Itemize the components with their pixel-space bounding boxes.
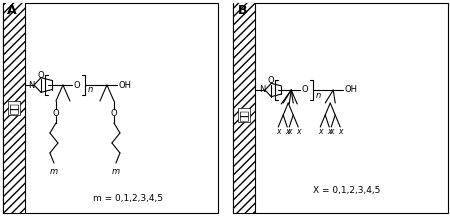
Bar [233, 3, 255, 213]
Text: x: x [329, 128, 333, 136]
Text: O: O [268, 76, 274, 85]
Text: x: x [287, 128, 292, 136]
Text: 尼龙: 尼龙 [9, 102, 19, 114]
Text: OH: OH [345, 85, 358, 94]
Text: A: A [7, 5, 17, 18]
Text: O: O [38, 71, 44, 80]
Text: m: m [112, 166, 120, 176]
Text: 尼龙: 尼龙 [239, 109, 249, 121]
Text: O: O [74, 81, 80, 89]
Text: OH: OH [118, 81, 131, 89]
Text: x: x [338, 128, 342, 136]
Text: N: N [28, 81, 34, 89]
Text: X = 0,1,2,3,4,5: X = 0,1,2,3,4,5 [313, 186, 381, 194]
Bar [3, 3, 218, 213]
Bar [3, 3, 25, 213]
Text: n: n [315, 90, 321, 100]
Text: m: m [50, 166, 58, 176]
Text: x: x [327, 128, 332, 136]
Text: m = 0,1,2,3,4,5: m = 0,1,2,3,4,5 [93, 194, 163, 202]
Bar [233, 3, 448, 213]
Text: x: x [318, 128, 323, 136]
Text: O: O [111, 108, 117, 117]
Text: O: O [302, 85, 309, 94]
Text: O: O [53, 108, 59, 117]
Text: x: x [285, 128, 289, 136]
Text: N: N [259, 85, 265, 94]
Text: x: x [276, 128, 280, 136]
Text: n: n [87, 85, 93, 94]
Text: x: x [296, 128, 301, 136]
Text: B: B [238, 5, 248, 18]
